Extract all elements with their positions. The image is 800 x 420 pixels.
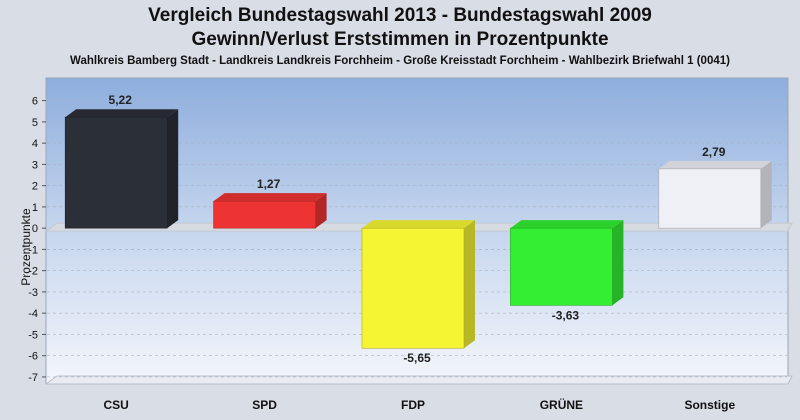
data-label: 5,22 xyxy=(109,93,133,107)
y-tick-label: -4 xyxy=(28,308,38,320)
data-label: -5,65 xyxy=(403,351,431,365)
bar-top xyxy=(213,193,327,202)
bar-top xyxy=(362,220,475,229)
bar-csu xyxy=(64,116,168,229)
y-axis: 6 5 4 3 2 1 0 -1 -2 -3 -4 -5 -6 -7 xyxy=(28,96,46,384)
y-tick-label: -3 xyxy=(28,287,38,299)
y-tick-label: 5 xyxy=(32,117,38,129)
x-tick-label: GRÜNE xyxy=(540,397,583,412)
data-label: 1,27 xyxy=(257,177,281,191)
y-tick-label: 6 xyxy=(32,96,38,108)
y-tick-label: 3 xyxy=(32,159,38,171)
y-axis-label: Prozentpunkte xyxy=(19,208,33,286)
bar-spd xyxy=(213,200,316,229)
y-tick-label: -2 xyxy=(28,266,38,278)
bar-fdp xyxy=(361,227,465,349)
bar-top xyxy=(658,160,772,169)
chart-title-line-2: Gewinn/Verlust Erststimmen in Prozentpun… xyxy=(191,29,609,50)
plot-floor xyxy=(44,375,793,385)
bar-top xyxy=(65,109,179,118)
y-tick-label: 1 xyxy=(32,202,38,214)
bar-side xyxy=(464,220,475,349)
chart-subtitle: Wahlkreis Bamberg Stadt - Landkreis Land… xyxy=(70,55,730,67)
y-tick-label: 0 xyxy=(32,223,38,235)
y-tick-label: -5 xyxy=(28,329,38,341)
bar-grüne xyxy=(510,227,613,306)
bar-side xyxy=(612,220,624,306)
y-axis-label-wrap: Prozentpunkte xyxy=(6,200,36,300)
data-label: -3,63 xyxy=(552,308,580,322)
bar-sonstige xyxy=(658,168,762,229)
x-tick-label: Sonstige xyxy=(684,398,735,412)
bar-side xyxy=(167,109,179,229)
y-tick-label: 4 xyxy=(32,138,38,150)
x-tick-label: FDP xyxy=(401,398,425,412)
y-tick-label: -7 xyxy=(28,372,38,384)
y-tick-label: -6 xyxy=(28,351,38,363)
x-axis: CSU SPD FDP GRÜNE Sonstige xyxy=(104,397,736,412)
data-label: 2,79 xyxy=(702,145,726,159)
y-tick-label: -1 xyxy=(28,244,38,256)
chart-title-line-1: Vergleich Bundestagswahl 2013 - Bundesta… xyxy=(148,5,652,26)
x-tick-label: SPD xyxy=(252,398,277,412)
bars: 5,22 1,27 -5,65 -3,63 2,79 xyxy=(64,93,772,365)
bar-side xyxy=(760,160,772,229)
x-tick-label: CSU xyxy=(104,398,129,412)
bar-side xyxy=(315,193,327,229)
bar-top xyxy=(510,220,624,229)
y-tick-label: 2 xyxy=(32,181,38,193)
